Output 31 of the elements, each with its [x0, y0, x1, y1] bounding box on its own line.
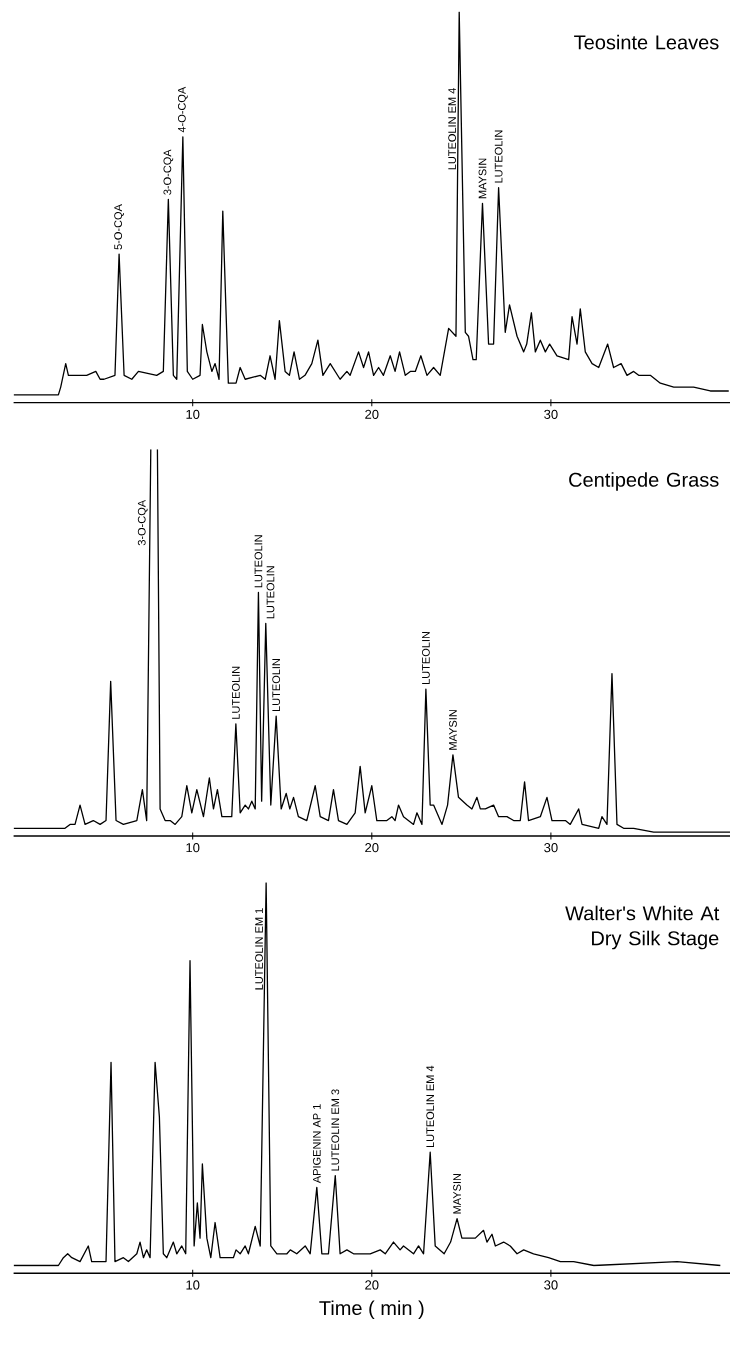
annotation: LUTEOLIN	[231, 666, 240, 719]
x-tick-label: 10	[186, 1280, 200, 1290]
annotation: 5-O-CQA	[114, 204, 124, 250]
annotation: LUTEOLIN	[266, 566, 275, 619]
annotation: LUTEOLIN	[254, 535, 263, 588]
x-tick-label: 30	[544, 1280, 558, 1290]
x-tick-label: 30	[544, 409, 558, 419]
annotation: APIGENIN AP 1	[312, 1104, 321, 1184]
annotation: LUTEOLIN	[422, 631, 430, 684]
annotation: LUTEOLIN EM 3	[331, 1089, 340, 1171]
annotation: 3-O-CQA	[137, 499, 148, 546]
annotation: MAYSIN	[453, 1173, 461, 1214]
annotation: LUTEOLIN EM 4	[448, 88, 456, 170]
annotation: 3-O-CQA	[163, 149, 174, 195]
x-tick-label: 10	[186, 843, 200, 853]
x-tick-label: 20	[365, 843, 379, 853]
annotation: MAYSIN	[478, 158, 487, 199]
text: Centipede Grass	[569, 472, 719, 491]
x-tick-label: 20	[365, 1280, 379, 1290]
annotation: 4-O-CQA	[177, 86, 188, 133]
x-tick-label: 20	[365, 409, 379, 419]
x-axis-title: Time ( min )	[319, 1300, 424, 1320]
x-tick-label: 10	[186, 409, 200, 419]
annotation: LUTEOLIN	[272, 659, 281, 712]
text: Teosinte Leaves	[574, 34, 719, 50]
annotation: LUTEOLIN	[494, 130, 503, 183]
text: Walter's White At Dry Silk Stage	[565, 905, 720, 950]
annotation: LUTEOLIN EM 1	[255, 908, 263, 990]
annotation: LUTEOLIN EM 4	[426, 1065, 435, 1148]
annotation: MAYSIN	[449, 710, 457, 750]
x-tick-label: 30	[544, 843, 558, 853]
